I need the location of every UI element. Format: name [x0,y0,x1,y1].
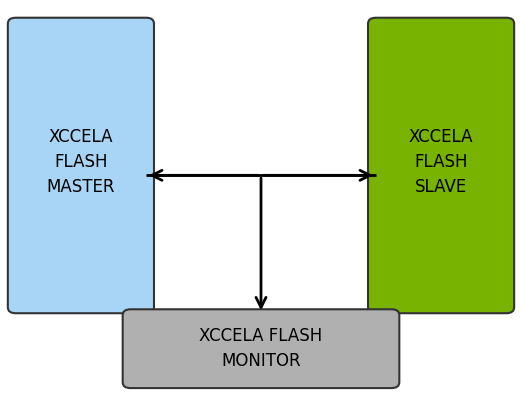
Text: XCCELA FLASH
MONITOR: XCCELA FLASH MONITOR [199,327,323,370]
FancyBboxPatch shape [123,309,399,388]
FancyBboxPatch shape [8,18,154,313]
FancyBboxPatch shape [368,18,514,313]
Text: XCCELA
FLASH
SLAVE: XCCELA FLASH SLAVE [409,128,473,195]
Text: XCCELA
FLASH
MASTER: XCCELA FLASH MASTER [46,128,115,195]
